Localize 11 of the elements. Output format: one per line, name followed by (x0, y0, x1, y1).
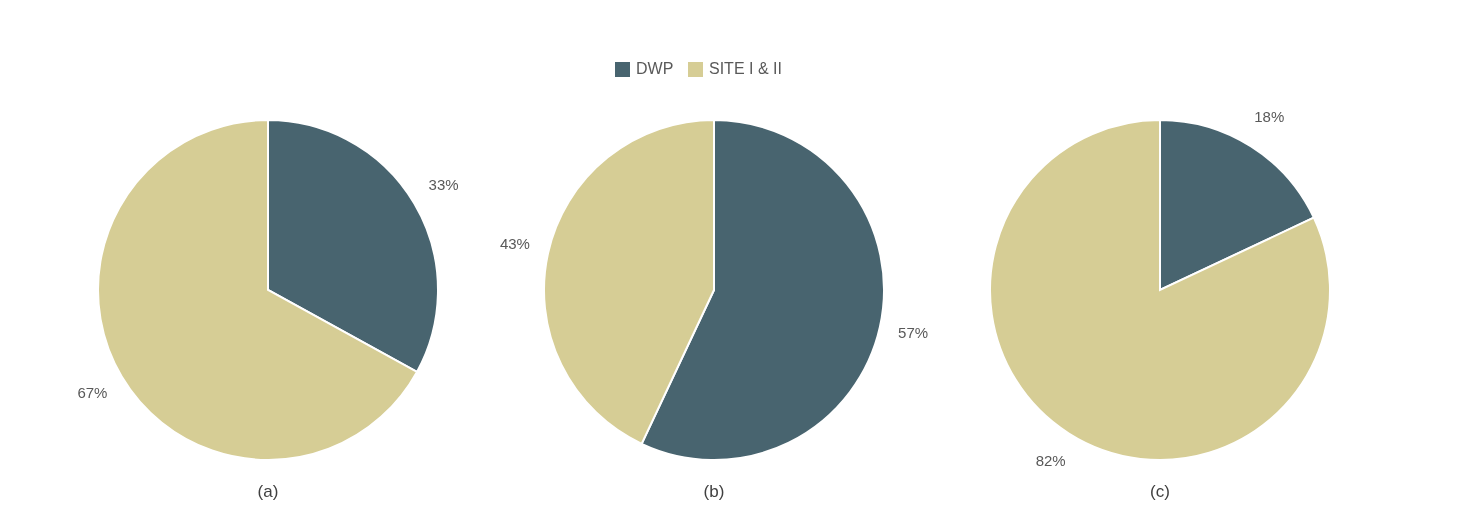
legend-label: DWP (636, 60, 674, 78)
text: (a) (257, 482, 279, 501)
legend-label: SITE I & II (709, 60, 782, 78)
text: (b) (703, 482, 725, 501)
data-label: 18% (1254, 107, 1285, 125)
data-label: 33% (428, 176, 459, 194)
data-label: 57% (898, 324, 929, 342)
data-label: 82% (1035, 452, 1066, 470)
text: (c) (1150, 482, 1170, 501)
data-label: 67% (77, 383, 108, 401)
data-label: 43% (499, 235, 530, 253)
